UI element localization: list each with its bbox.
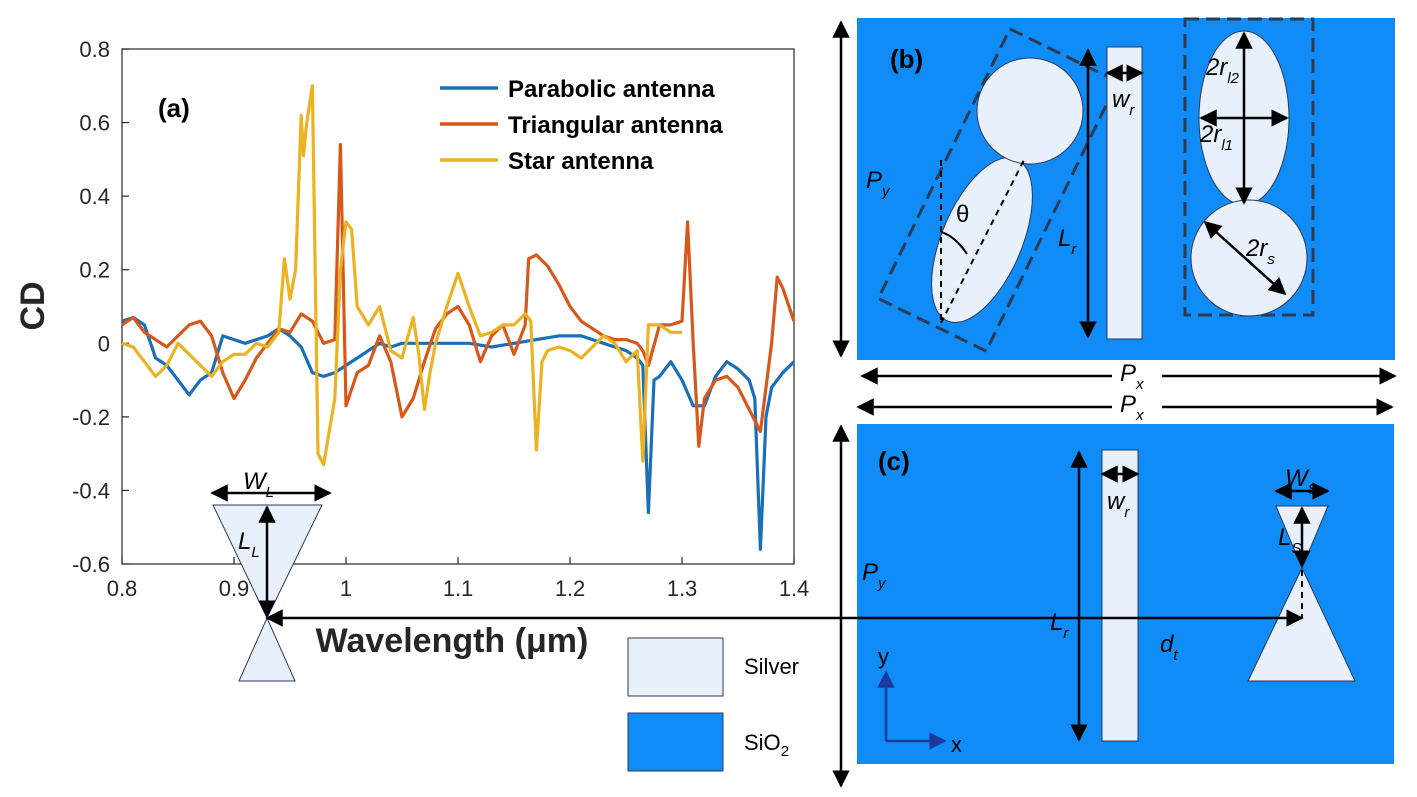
panel-c-label: (c) xyxy=(878,446,910,476)
panel-a-label: (a) xyxy=(158,93,190,123)
wl-label: WL xyxy=(243,468,274,501)
series-lines xyxy=(121,84,796,551)
wr-label-b: wr xyxy=(1112,86,1135,119)
py-label-b: Py xyxy=(866,167,891,200)
px-label-b: Px xyxy=(1120,360,1144,393)
x-tick-label: 0.9 xyxy=(219,576,250,601)
y-tick-label: -0.4 xyxy=(72,478,110,503)
y-tick-label: -0.6 xyxy=(72,552,110,577)
py-label-c: Py xyxy=(862,559,887,592)
y-axis-label: CD xyxy=(14,281,52,330)
ws-label: WS xyxy=(1285,465,1318,498)
y-tick-label: 0.4 xyxy=(79,184,110,209)
dt-label: dt xyxy=(1160,631,1178,664)
series-line-2 xyxy=(121,84,682,467)
silver-legend-label: Silver xyxy=(744,654,799,679)
rl2-label: 2rl2 xyxy=(1205,54,1240,87)
diagram-b: (b) Py θ wr Lr 2rl2 2rl1 2rs Px xyxy=(832,17,1397,393)
y-tick-label: 0 xyxy=(98,331,110,356)
x-tick-label: 1.1 xyxy=(443,576,474,601)
ls-label: LS xyxy=(1278,524,1301,557)
y-tick-label: -0.2 xyxy=(72,405,110,430)
silver-rod-c xyxy=(1101,449,1139,742)
diagram-c: Px (c) Py WL LL wr Lr WS LS dt y x xyxy=(210,391,1394,788)
silver-circle-b xyxy=(976,57,1084,165)
silver-swatch xyxy=(627,637,724,697)
x-tick-label: 1 xyxy=(340,576,352,601)
y-tick-label: 0.2 xyxy=(79,258,110,283)
x-axis-label: Wavelength (μm) xyxy=(316,622,589,660)
silver-rod-b xyxy=(1106,46,1143,340)
legend-label-1: Triangular antenna xyxy=(508,112,723,139)
y-tick-label: 0.8 xyxy=(79,37,110,62)
y-ticks: 0.8 0.6 0.4 0.2 0 -0.2 -0.4 -0.6 xyxy=(72,37,129,577)
cd-chart: 0.8 0.6 0.4 0.2 0 -0.2 -0.4 -0.6 0.8 0.9 1 1.1 1.2 1… xyxy=(14,37,809,660)
wr-label-c: wr xyxy=(1107,488,1130,521)
rl1-label: 2rl1 xyxy=(1199,121,1233,154)
x-tick-label: 1.4 xyxy=(779,576,810,601)
theta-axis xyxy=(940,159,1025,324)
chart-legend: Parabolic antenna Triangular antenna Star … xyxy=(440,76,723,175)
x-ticks: 0.8 0.9 1 1.1 1.2 1.3 1.4 xyxy=(107,557,810,601)
x-tick-label: 1.2 xyxy=(555,576,586,601)
y-tick-label: 0.6 xyxy=(79,111,110,136)
x-tick-label: 1.3 xyxy=(667,576,698,601)
legend-label-2: Star antenna xyxy=(508,148,654,175)
bowtie-large-bottom xyxy=(238,616,296,682)
legend-label-0: Parabolic antenna xyxy=(508,76,715,103)
sio2-legend-label: SiO2 xyxy=(744,730,789,760)
series-line-1 xyxy=(121,143,796,448)
sio2-swatch xyxy=(627,712,724,772)
axis-y-label: y xyxy=(878,644,889,669)
axis-x-label: x xyxy=(951,732,962,757)
px-label-c: Px xyxy=(1120,391,1144,424)
lr-label-b: Lr xyxy=(1058,225,1077,258)
rs-label: 2rs xyxy=(1245,235,1275,268)
series-line-0 xyxy=(121,315,796,551)
x-tick-label: 0.8 xyxy=(107,576,138,601)
ll-label: LL xyxy=(238,528,260,561)
rs-arrow xyxy=(1203,220,1287,296)
material-legend: Silver SiO2 xyxy=(627,637,799,772)
theta-arc xyxy=(940,231,968,255)
panel-b-label: (b) xyxy=(890,44,923,74)
theta-label: θ xyxy=(956,201,969,228)
